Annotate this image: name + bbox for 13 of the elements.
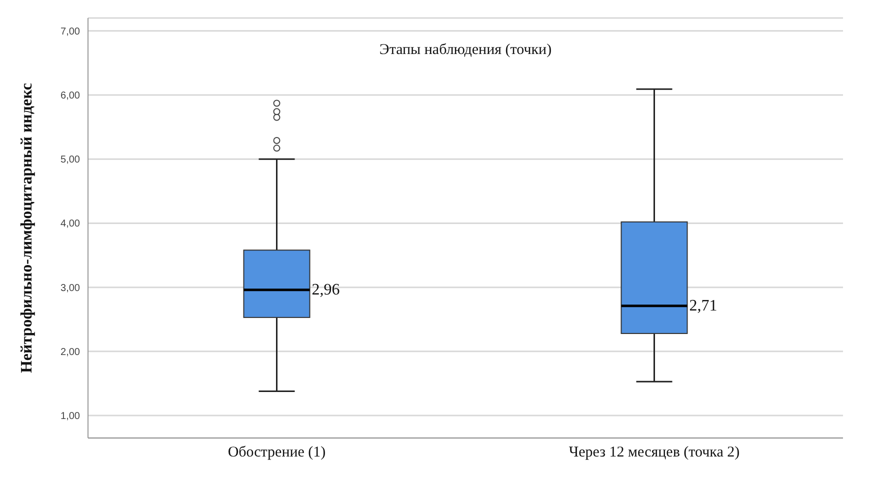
y-tick-label: 2,00 <box>60 346 80 358</box>
x-tick-label: Через 12 месяцев (точка 2) <box>568 444 740 461</box>
x-tick-label: Обострение (1) <box>228 444 326 461</box>
y-tick-label: 5,00 <box>60 154 80 166</box>
y-axis-title: Нейтрофильно-лимфоцитарный индекс <box>18 82 36 374</box>
y-tick-label: 3,00 <box>60 282 80 294</box>
y-tick-label: 6,00 <box>60 90 80 102</box>
y-tick-label: 1,00 <box>60 411 80 422</box>
text: Этапы наблюдения (точки) <box>378 42 553 59</box>
annotation: 2,96 <box>312 281 340 298</box>
y-tick-label: 4,00 <box>60 218 80 230</box>
y-tick-label: 7,00 <box>60 26 80 38</box>
annotation: 2,71 <box>689 297 718 314</box>
